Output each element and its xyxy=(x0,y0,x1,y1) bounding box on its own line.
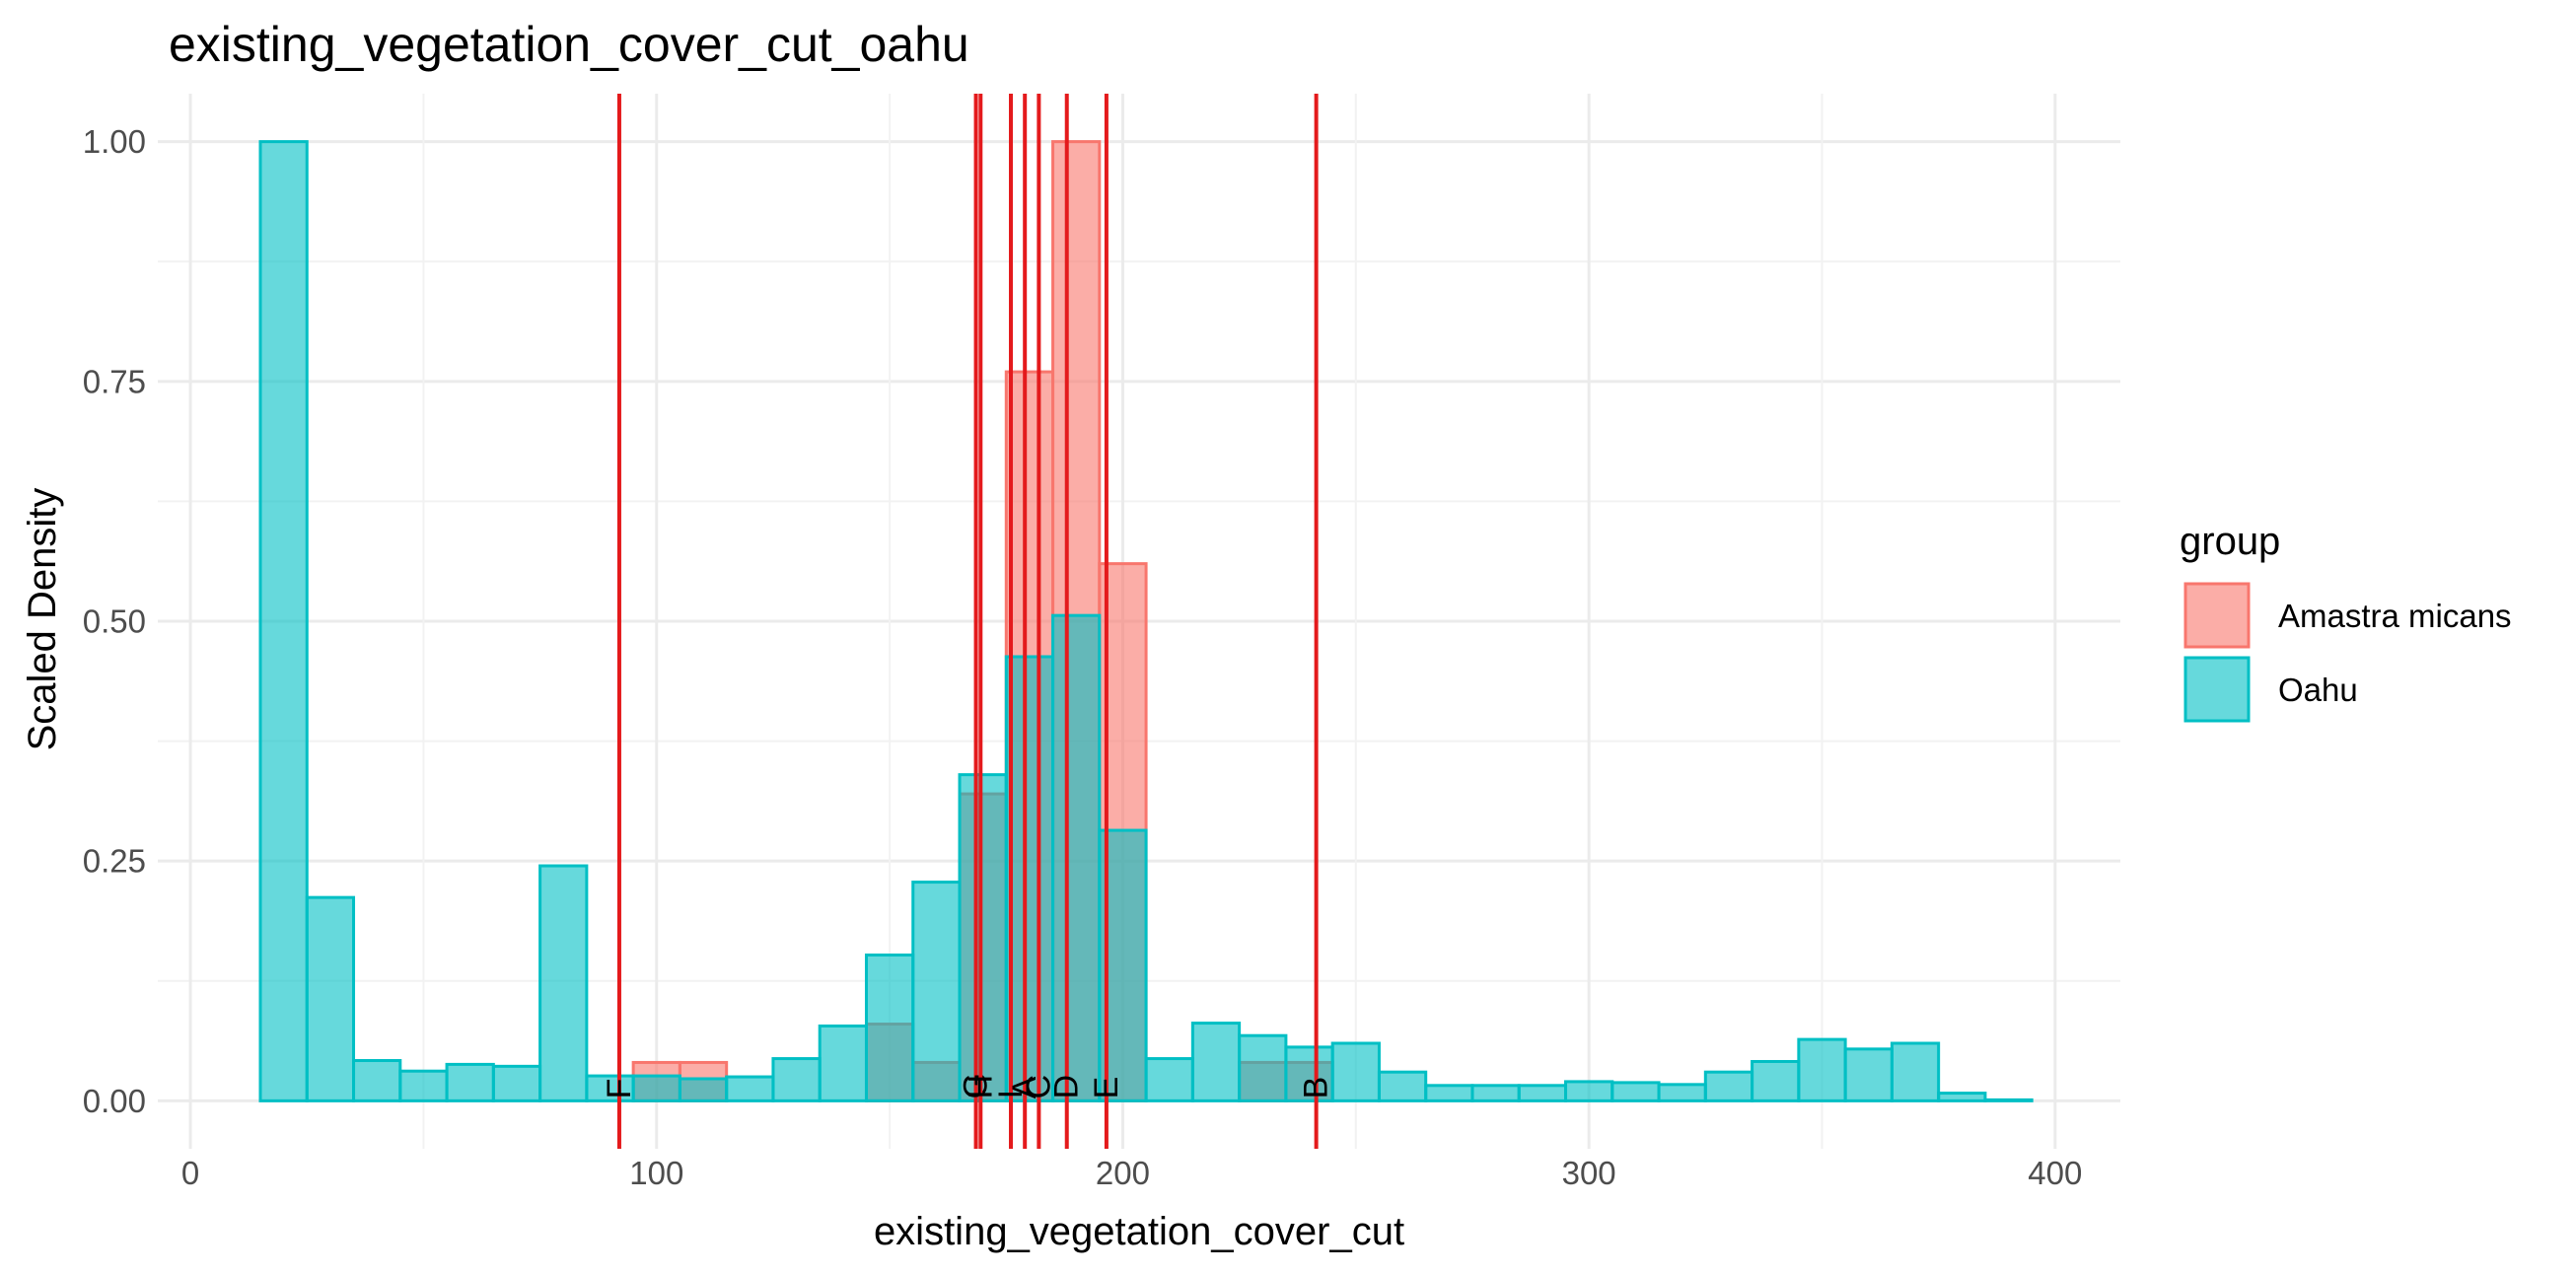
bar-oahu xyxy=(911,881,962,1102)
y-axis-ticks: 0.00 0.25 0.50 0.75 1.00 xyxy=(83,123,146,1119)
legend-key-amastra-micans xyxy=(2183,582,2251,649)
legend-label-oahu: Oahu xyxy=(2278,672,2358,708)
legend-label-amastra-micans: Amastra micans xyxy=(2278,598,2512,634)
bar-oahu xyxy=(1284,1045,1334,1102)
bar-oahu xyxy=(1610,1081,1661,1102)
vline-label-f: F xyxy=(601,1079,638,1099)
legend: group Amastra micans Oahu xyxy=(2180,520,2512,723)
bar-oahu xyxy=(1751,1059,1801,1102)
y-tick-label: 0.00 xyxy=(83,1083,146,1119)
vline-label-h: H xyxy=(962,1075,999,1099)
bar-oahu xyxy=(538,864,589,1102)
bar-oahu xyxy=(1843,1047,1894,1102)
bar-oahu xyxy=(864,954,915,1102)
bar-oahu xyxy=(1657,1083,1707,1102)
bar-oahu xyxy=(1470,1084,1521,1102)
x-axis-title: existing_vegetation_cover_cut xyxy=(874,1210,1404,1253)
x-tick-label: 400 xyxy=(2028,1155,2082,1191)
bar-oahu xyxy=(678,1077,729,1102)
bar-oahu xyxy=(1517,1084,1568,1102)
bar-oahu xyxy=(1051,613,1102,1102)
bar-oahu xyxy=(958,773,1008,1102)
y-tick-label: 0.25 xyxy=(83,843,146,880)
bar-oahu xyxy=(1797,1037,1847,1102)
x-tick-label: 300 xyxy=(1562,1155,1616,1191)
vline-label-e: E xyxy=(1088,1077,1125,1099)
bar-oahu xyxy=(1377,1070,1428,1102)
y-tick-label: 0.50 xyxy=(83,603,146,640)
y-axis-title: Scaled Density xyxy=(21,488,64,751)
vline-label-c: C xyxy=(1020,1075,1057,1099)
bar-oahu xyxy=(1144,1057,1194,1102)
vline-label-i: I xyxy=(992,1090,1030,1098)
x-tick-label: 0 xyxy=(181,1155,199,1191)
bar-oahu xyxy=(1190,1022,1242,1102)
bar-oahu xyxy=(1703,1070,1754,1102)
bar-oahu xyxy=(491,1064,542,1102)
bar-oahu xyxy=(398,1069,449,1102)
vline-label-b: B xyxy=(1298,1077,1335,1099)
vline-label-a: A xyxy=(1006,1076,1043,1098)
bar-oahu xyxy=(352,1059,402,1102)
x-tick-label: 100 xyxy=(629,1155,683,1191)
bar-oahu xyxy=(1004,655,1055,1102)
y-tick-label: 0.75 xyxy=(83,363,146,399)
bar-oahu xyxy=(258,140,309,1102)
bar-oahu xyxy=(1424,1084,1474,1102)
bar-oahu xyxy=(1238,1033,1288,1102)
bar-oahu xyxy=(1330,1041,1381,1102)
bar-oahu xyxy=(818,1024,868,1102)
bar-oahu xyxy=(771,1057,822,1102)
bar-oahu xyxy=(631,1074,681,1102)
chart-title: existing_vegetation_cover_cut_oahu xyxy=(169,17,969,72)
x-tick-label: 200 xyxy=(1096,1155,1150,1191)
vline-label-g: G xyxy=(958,1073,995,1098)
x-axis-ticks: 0 100 200 300 400 xyxy=(181,1155,2082,1191)
bar-oahu xyxy=(1890,1041,1941,1102)
bar-oahu xyxy=(1983,1098,2034,1102)
legend-key-oahu xyxy=(2183,656,2251,723)
bar-oahu xyxy=(725,1075,775,1102)
legend-title: group xyxy=(2180,520,2280,563)
bar-oahu xyxy=(1937,1092,1987,1102)
bar-oahu xyxy=(1564,1080,1614,1102)
bar-oahu xyxy=(445,1062,495,1102)
vline-label-d: D xyxy=(1048,1075,1086,1099)
bar-oahu xyxy=(305,895,356,1102)
y-tick-label: 1.00 xyxy=(83,123,146,160)
